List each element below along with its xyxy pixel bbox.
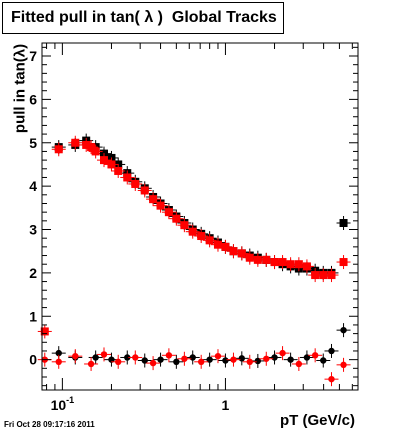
- data-point: [214, 352, 222, 360]
- data-point: [181, 355, 188, 362]
- data-point: [262, 255, 271, 264]
- y-tick-label: 0: [29, 352, 37, 368]
- data-point: [71, 138, 80, 147]
- data-point: [311, 271, 320, 280]
- data-point: [339, 258, 348, 267]
- data-point: [246, 358, 253, 366]
- data-point: [82, 140, 91, 149]
- y-tick-label: 4: [29, 178, 37, 194]
- y-axis-label: pull in tan(λ): [11, 43, 29, 134]
- data-point: [149, 359, 157, 367]
- data-point: [221, 242, 230, 251]
- data-point: [100, 351, 108, 358]
- y-tick-label: 3: [29, 222, 37, 238]
- data-point: [131, 179, 140, 188]
- y-tick-label: 6: [29, 91, 37, 107]
- chart-marks: [37, 133, 351, 387]
- data-point: [156, 201, 165, 210]
- data-point: [141, 357, 148, 364]
- plot-frame: [41, 42, 359, 391]
- x-tick-label: 10-1: [51, 395, 75, 413]
- data-point: [254, 357, 262, 365]
- data-point: [206, 356, 213, 363]
- data-point: [340, 326, 347, 334]
- data-point: [279, 349, 286, 357]
- y-tick-label: 7: [29, 48, 37, 64]
- data-point: [294, 260, 303, 269]
- data-point: [92, 354, 99, 361]
- data-point: [72, 352, 79, 360]
- data-point: [40, 327, 49, 336]
- data-point: [87, 143, 96, 152]
- data-point: [320, 357, 327, 364]
- data-point: [149, 195, 158, 204]
- data-point: [107, 160, 116, 169]
- y-tick-label: 1: [29, 308, 37, 324]
- data-point: [91, 147, 100, 156]
- timestamp: Fri Oct 28 09:17:16 2011: [4, 420, 95, 429]
- data-point: [114, 166, 123, 175]
- data-point: [263, 355, 270, 362]
- data-point: [327, 271, 336, 280]
- data-point: [99, 156, 108, 165]
- data-point: [108, 356, 115, 363]
- data-point: [123, 173, 132, 182]
- data-point: [197, 232, 206, 241]
- data-point: [124, 354, 131, 361]
- data-point: [230, 356, 237, 363]
- data-point: [140, 186, 149, 195]
- data-point: [205, 236, 214, 245]
- y-tick-label: 5: [29, 135, 37, 151]
- data-point: [115, 358, 122, 366]
- data-point: [286, 260, 295, 269]
- data-point: [295, 360, 303, 368]
- data-point: [253, 255, 262, 264]
- data-point: [172, 214, 181, 223]
- data-point: [238, 355, 246, 362]
- data-point: [245, 253, 254, 262]
- data-point: [303, 354, 311, 361]
- data-point: [189, 354, 196, 361]
- data-point: [55, 358, 62, 366]
- data-point: [180, 221, 189, 230]
- data-point: [164, 208, 173, 217]
- x-axis-label: pT (GeV/c): [280, 412, 356, 429]
- data-point: [319, 271, 328, 280]
- data-point: [270, 258, 279, 267]
- data-point: [340, 361, 347, 369]
- data-point: [213, 240, 222, 249]
- x-tick-label: 1: [222, 397, 230, 413]
- data-point: [271, 354, 278, 361]
- data-point: [222, 357, 229, 364]
- data-point: [173, 358, 180, 366]
- data-point: [55, 349, 62, 357]
- data-point: [339, 219, 348, 228]
- data-point: [157, 356, 164, 363]
- data-point: [278, 258, 287, 267]
- data-point: [311, 352, 319, 359]
- data-point: [237, 249, 246, 258]
- data-point: [87, 360, 95, 368]
- data-point: [287, 356, 294, 363]
- data-point: [132, 354, 139, 361]
- data-point: [302, 262, 311, 271]
- data-point: [54, 145, 63, 154]
- data-point: [165, 352, 173, 359]
- data-point: [188, 227, 197, 236]
- chart-title: Fitted pull in tan( λ ) Global Tracks: [2, 2, 284, 34]
- data-point: [328, 375, 335, 383]
- data-point: [197, 358, 205, 366]
- data-point: [229, 247, 238, 256]
- chart-axes: 0 1 2 3 4 5 6 7 10-1 1: [29, 42, 359, 413]
- y-tick-label: 2: [29, 265, 37, 281]
- data-point: [328, 347, 335, 355]
